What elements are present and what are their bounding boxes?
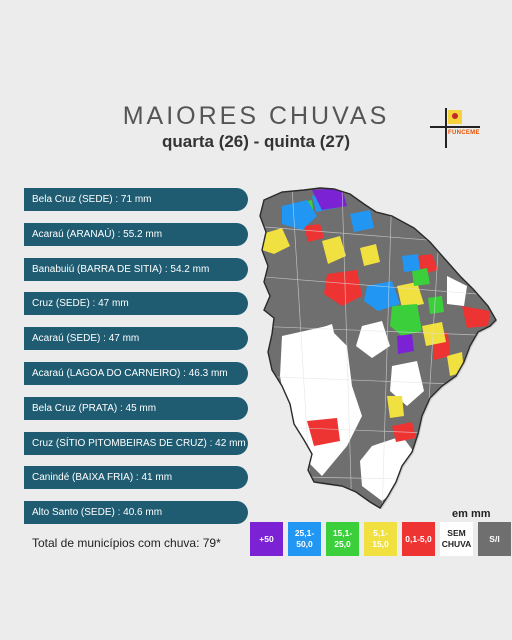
municipality-area (447, 276, 467, 306)
municipality-area (324, 270, 362, 306)
logo-dot-icon (452, 113, 458, 119)
ranking-item: Cruz (SEDE) : 47 mm (24, 292, 248, 316)
total-municipalities-text: Total de municípios com chuva: 79* (32, 536, 221, 550)
ceara-rainfall-map (259, 187, 498, 510)
municipality-area (390, 361, 424, 406)
municipality-area (307, 418, 340, 446)
state-outline (259, 187, 497, 509)
municipality-area (282, 200, 317, 230)
logo-cross-horizontal (430, 126, 480, 128)
page-subtitle: quarta (26) - quinta (27) (162, 132, 350, 151)
rainfall-legend: +50 25,1-50,0 15,1-25,0 5,1-15,0 0,1-5,0… (250, 522, 511, 556)
municipality-area (262, 228, 290, 254)
page-title: MAIORES CHUVAS (122, 102, 390, 130)
municipality-area (360, 436, 417, 501)
legend-item-25-50: 25,1-50,0 (288, 522, 321, 556)
municipality-area (412, 268, 430, 286)
municipality-area (428, 296, 444, 314)
ranking-item: Acaraú (LAGOA DO CARNEIRO) : 46.3 mm (24, 361, 248, 385)
municipality-area (402, 254, 420, 272)
municipality-area (322, 236, 346, 264)
municipality-area (312, 188, 347, 210)
logo-cross-vertical (445, 108, 447, 148)
legend-item-no-info: S/I (478, 522, 511, 556)
ranking-item: Banabuiú (BARRA DE SITIA) : 54.2 mm (24, 257, 248, 281)
municipality-area (304, 224, 324, 242)
ranking-item: Acaraú (ARANAÚ) : 55.2 mm (24, 222, 248, 246)
municipality-area (387, 396, 404, 418)
legend-item-15-25: 15,1-25,0 (326, 522, 359, 556)
legend-item-50-plus: +50 (250, 522, 283, 556)
municipality-area (390, 304, 422, 336)
legend-item-5-15: 5,1-15,0 (364, 522, 397, 556)
ranking-item: Bela Cruz (PRATA) : 45 mm (24, 396, 248, 420)
municipality-area (364, 281, 400, 311)
municipality-area (350, 210, 374, 232)
ranking-item: Cruz (SÍTIO PITOMBEIRAS DE CRUZ) : 42 mm (24, 431, 248, 455)
municipality-area (360, 244, 380, 266)
unit-label: em mm (452, 508, 491, 520)
municipality-area (447, 352, 464, 376)
funceme-logo: FUNCEME (430, 108, 480, 148)
legend-item-no-rain: SEM CHUVA (440, 522, 473, 556)
ranking-item: Alto Santo (SEDE) : 40.6 mm (24, 501, 248, 525)
municipality-area (422, 322, 446, 346)
ranking-item: Canindé (BAIXA FRIA) : 41 mm (24, 466, 248, 490)
legend-item-0-5: 0,1-5,0 (402, 522, 435, 556)
ranking-item: Acaraú (SEDE) : 47 mm (24, 327, 248, 351)
municipality-area (312, 324, 336, 346)
ranking-item: Bela Cruz (SEDE) : 71 mm (24, 188, 248, 211)
municipality-area (397, 334, 414, 354)
municipality-area (397, 282, 424, 308)
logo-text: FUNCEME (448, 130, 480, 136)
municipality-area (462, 306, 490, 328)
rainfall-ranking-list: Bela Cruz (SEDE) : 71 mm Acaraú (ARANAÚ)… (24, 188, 248, 536)
